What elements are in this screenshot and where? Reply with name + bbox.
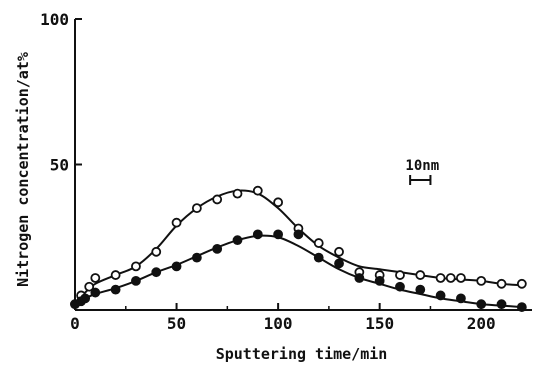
- series-filled-point-4: [110, 284, 121, 295]
- x-axis-title: Sputtering time/min: [216, 345, 388, 363]
- series-filled-point-24: [516, 302, 527, 312]
- x-tick-label-100: 100: [264, 314, 293, 333]
- series-filled-point-9: [212, 243, 223, 254]
- series-filled-point-20: [435, 290, 446, 301]
- series-open-point-24: [496, 278, 507, 289]
- series-filled-point-3: [90, 287, 101, 298]
- series-filled-point-21: [456, 293, 466, 304]
- scale-bar-label: 10nm: [405, 158, 439, 174]
- series-open-point-4: [110, 270, 121, 280]
- series-filled-point-23: [496, 299, 507, 310]
- series-filled-point-19: [415, 284, 426, 295]
- series-filled-point-2: [80, 293, 91, 304]
- series-curves: [74, 189, 522, 309]
- series-filled-point-16: [354, 273, 365, 283]
- series-filled-point-8: [191, 252, 202, 263]
- series-open-point-23: [476, 275, 487, 286]
- series-open-point-5: [131, 261, 141, 272]
- series-filled-point-18: [395, 281, 405, 292]
- scale-bar-annotation: 10nm: [405, 158, 439, 185]
- x-tick-label-150: 150: [365, 314, 394, 333]
- series-open-point-21: [445, 273, 456, 283]
- series-open-point-20: [435, 273, 446, 283]
- series-filled-point-11: [252, 229, 263, 240]
- x-tick-label-200: 200: [467, 314, 496, 333]
- series-filled-point-6: [151, 267, 162, 278]
- series-open-point-8: [191, 203, 202, 214]
- y-tick-label-50: 50: [50, 156, 69, 175]
- series-filled-point-12: [273, 229, 284, 240]
- series-filled-point-17: [374, 275, 385, 286]
- series-filled-point-15: [334, 258, 344, 269]
- series-open-point-7: [171, 217, 182, 228]
- tick-labels: 0 50 100 150 200 50 100: [40, 10, 496, 333]
- series-open-point-19: [415, 270, 426, 280]
- axes: [74, 19, 532, 311]
- series-filled-point-5: [131, 275, 141, 286]
- y-tick-label-100: 100: [40, 10, 69, 29]
- series-open-point-25: [516, 278, 527, 289]
- series-open-point-18: [395, 270, 405, 280]
- series-open-curve: [74, 189, 522, 305]
- series-filled-point-22: [476, 299, 487, 310]
- series-open-point-3: [90, 273, 101, 283]
- series-open-point-6: [151, 246, 162, 257]
- series-open-point-14: [313, 238, 324, 248]
- series-filled-point-14: [313, 252, 324, 263]
- series-filled-curve: [74, 234, 522, 309]
- series-open-point-22: [456, 273, 466, 283]
- x-tick-label-0: 0: [70, 314, 80, 333]
- series-open-point-11: [252, 185, 263, 196]
- series-filled-point-10: [232, 235, 243, 246]
- series-filled-point-7: [171, 261, 182, 272]
- series-filled-point-13: [293, 229, 304, 240]
- y-axis-title: Nitrogen concentration/at%: [14, 52, 32, 287]
- series-open-point-2: [84, 281, 95, 292]
- series-open-point-15: [334, 246, 344, 257]
- series-open-point-9: [212, 194, 223, 205]
- series-open-point-10: [232, 188, 243, 199]
- series-open-point-12: [273, 197, 284, 208]
- x-tick-label-50: 50: [167, 314, 186, 333]
- series-points: [70, 185, 527, 312]
